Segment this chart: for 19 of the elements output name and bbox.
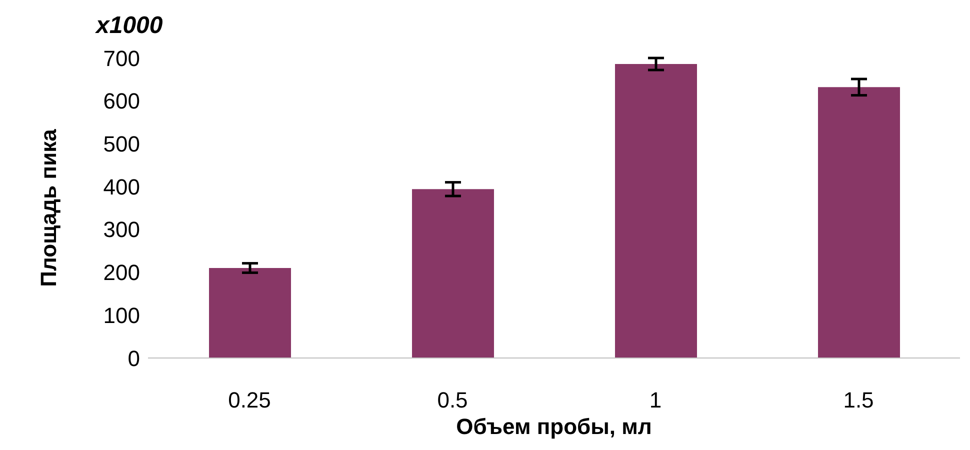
bar [412,189,494,358]
y-tick-label: 600 [103,88,140,114]
y-tick-label: 100 [103,302,140,328]
bar [615,64,697,358]
x-tick-label: 1.5 [843,388,874,413]
x-axis-title: Объем пробы, мл [456,414,652,439]
text: x1000 [96,12,163,40]
y-tick-label: 400 [103,174,140,200]
y-tick-label: 700 [103,46,140,71]
bar [818,87,900,358]
x-tick-label: 0.5 [437,388,468,413]
x-tick-label: 1 [649,388,662,413]
y-tick-label: 0 [128,346,140,371]
y-axis-title: Площадь пика [36,128,61,287]
y-tick-label: 300 [103,217,140,242]
x-tick-label: 0.25 [228,388,271,413]
bar [209,268,291,358]
y-tick-label: 500 [103,132,140,157]
y-tick-label: 200 [103,260,140,286]
